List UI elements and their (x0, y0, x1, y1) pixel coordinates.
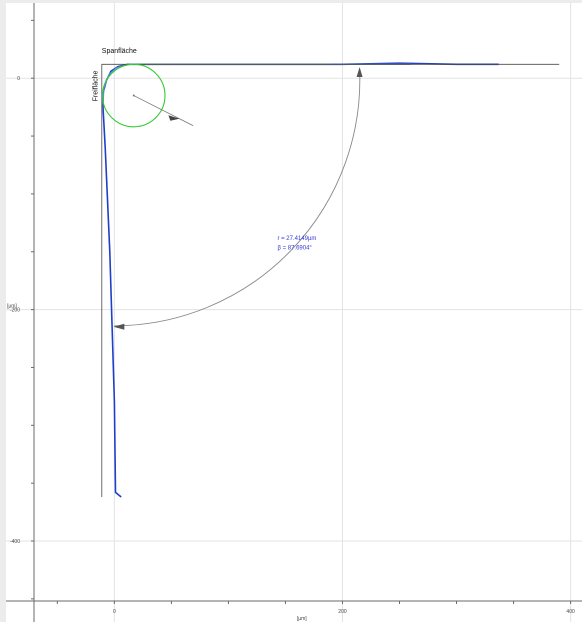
radius-measurement-label: r = 27.4149µm (277, 236, 316, 242)
angle-arc[interactable] (114, 68, 361, 327)
angle-arc-arrowhead-left (113, 323, 125, 330)
axes: 0 -200 -400 0 200 400 (6, 3, 582, 622)
circle-center-point (132, 94, 135, 97)
y-tick-label: -200 (10, 308, 20, 314)
y-tick-label: 0 (17, 76, 20, 82)
y-axis-unit-label: [µm] (7, 304, 17, 310)
profile-series-line[interactable] (102, 62, 499, 498)
x-tick-label: 400 (566, 609, 575, 615)
angle-measurement-label: β = 87.6904° (277, 245, 312, 251)
circle-fit[interactable] (101, 63, 166, 128)
x-axis-unit-label: [µm] (297, 616, 307, 622)
series-layer (101, 62, 560, 498)
angle-arc-arrowhead-top (356, 66, 363, 77)
radius-indicator-line (133, 95, 194, 126)
radius-arrowhead (168, 115, 180, 121)
profile-series-line[interactable] (101, 63, 560, 497)
x-tick-label: 200 (338, 609, 347, 615)
y-tick-label: -400 (10, 539, 20, 545)
x-tick-label: 0 (113, 609, 116, 615)
flank-face-label: Freifläche (93, 71, 100, 102)
profile-series-line[interactable] (102, 63, 411, 104)
rake-face-label: Spanfläche (102, 48, 137, 55)
